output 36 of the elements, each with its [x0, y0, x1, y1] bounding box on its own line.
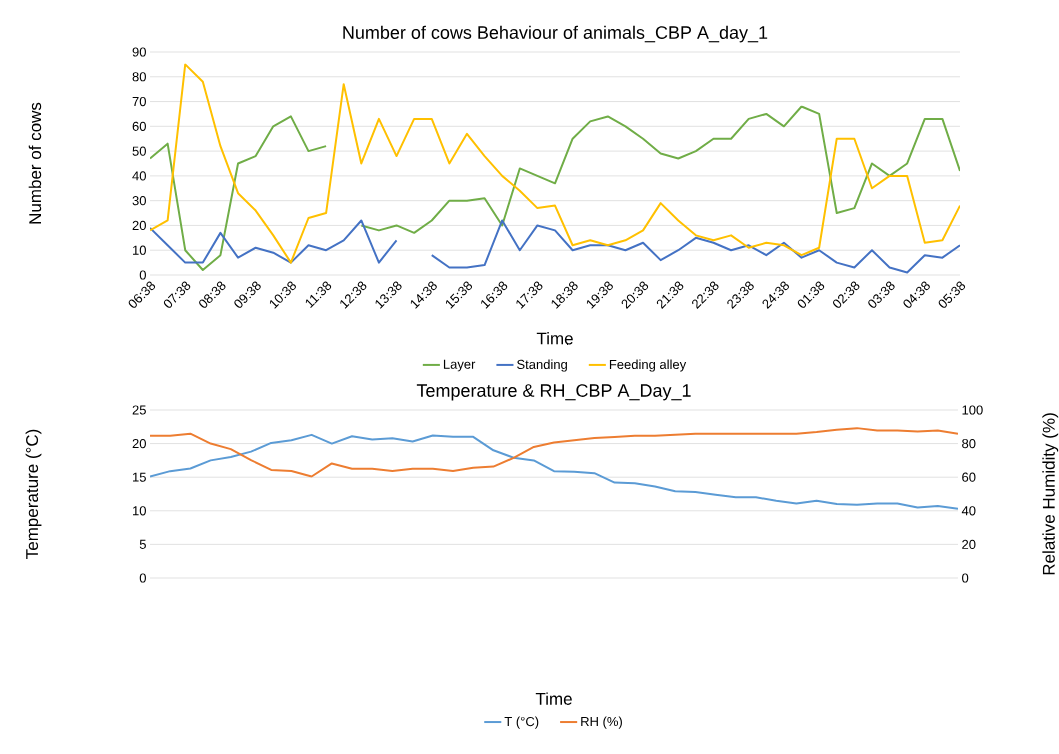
- legend-label: Layer: [443, 359, 476, 372]
- line-series: [150, 433, 958, 510]
- y-tick-label: 40: [132, 171, 146, 181]
- y-tick-label: 0: [139, 270, 146, 280]
- y-tick-label: 30: [132, 196, 146, 206]
- y-tick-label: 60: [132, 121, 146, 131]
- line-series: [150, 63, 960, 264]
- legend-label: RH (%): [581, 716, 622, 729]
- chart-title: Number of cows Behaviour of animals_CBP A_day_1: [343, 25, 768, 43]
- y2-axis-title: Relative Humidity (%): [1042, 413, 1059, 575]
- y2-tick-label: 100: [962, 405, 983, 415]
- legend-label: Feeding alley: [609, 359, 687, 372]
- y2-tick-label: 20: [962, 539, 976, 549]
- y-axis-title: Temperature (°C): [25, 429, 42, 559]
- y-tick-label: 20: [132, 438, 146, 449]
- y2-tick-label: 60: [962, 472, 976, 482]
- chart-title: Temperature & RH_CBP A_Day_1: [416, 384, 691, 401]
- y-tick-label: 90: [132, 47, 146, 57]
- y2-tick-label: 40: [961, 506, 976, 516]
- y-tick-label: 0: [139, 573, 146, 583]
- x-axis-title: Time: [536, 332, 573, 345]
- y2-tick-label: 80: [962, 438, 976, 449]
- y-tick-label: 10: [133, 506, 146, 516]
- y-tick-label: 80: [132, 72, 146, 82]
- legend-label: Standing: [517, 359, 567, 372]
- y2-tick-label: 0: [962, 573, 969, 583]
- x-axis-title: Time: [535, 692, 572, 705]
- y-tick-label: 5: [139, 539, 146, 549]
- legend-label: T (°C): [504, 716, 539, 729]
- y-tick-label: 20: [132, 220, 146, 231]
- y-axis-title: Number of cows: [28, 102, 42, 224]
- y-tick-label: 15: [133, 472, 146, 482]
- y-tick-label: 25: [132, 405, 146, 415]
- y-tick-label: 70: [132, 96, 146, 107]
- y-tick-label: 10: [133, 245, 146, 255]
- y-tick-label: 50: [132, 146, 146, 156]
